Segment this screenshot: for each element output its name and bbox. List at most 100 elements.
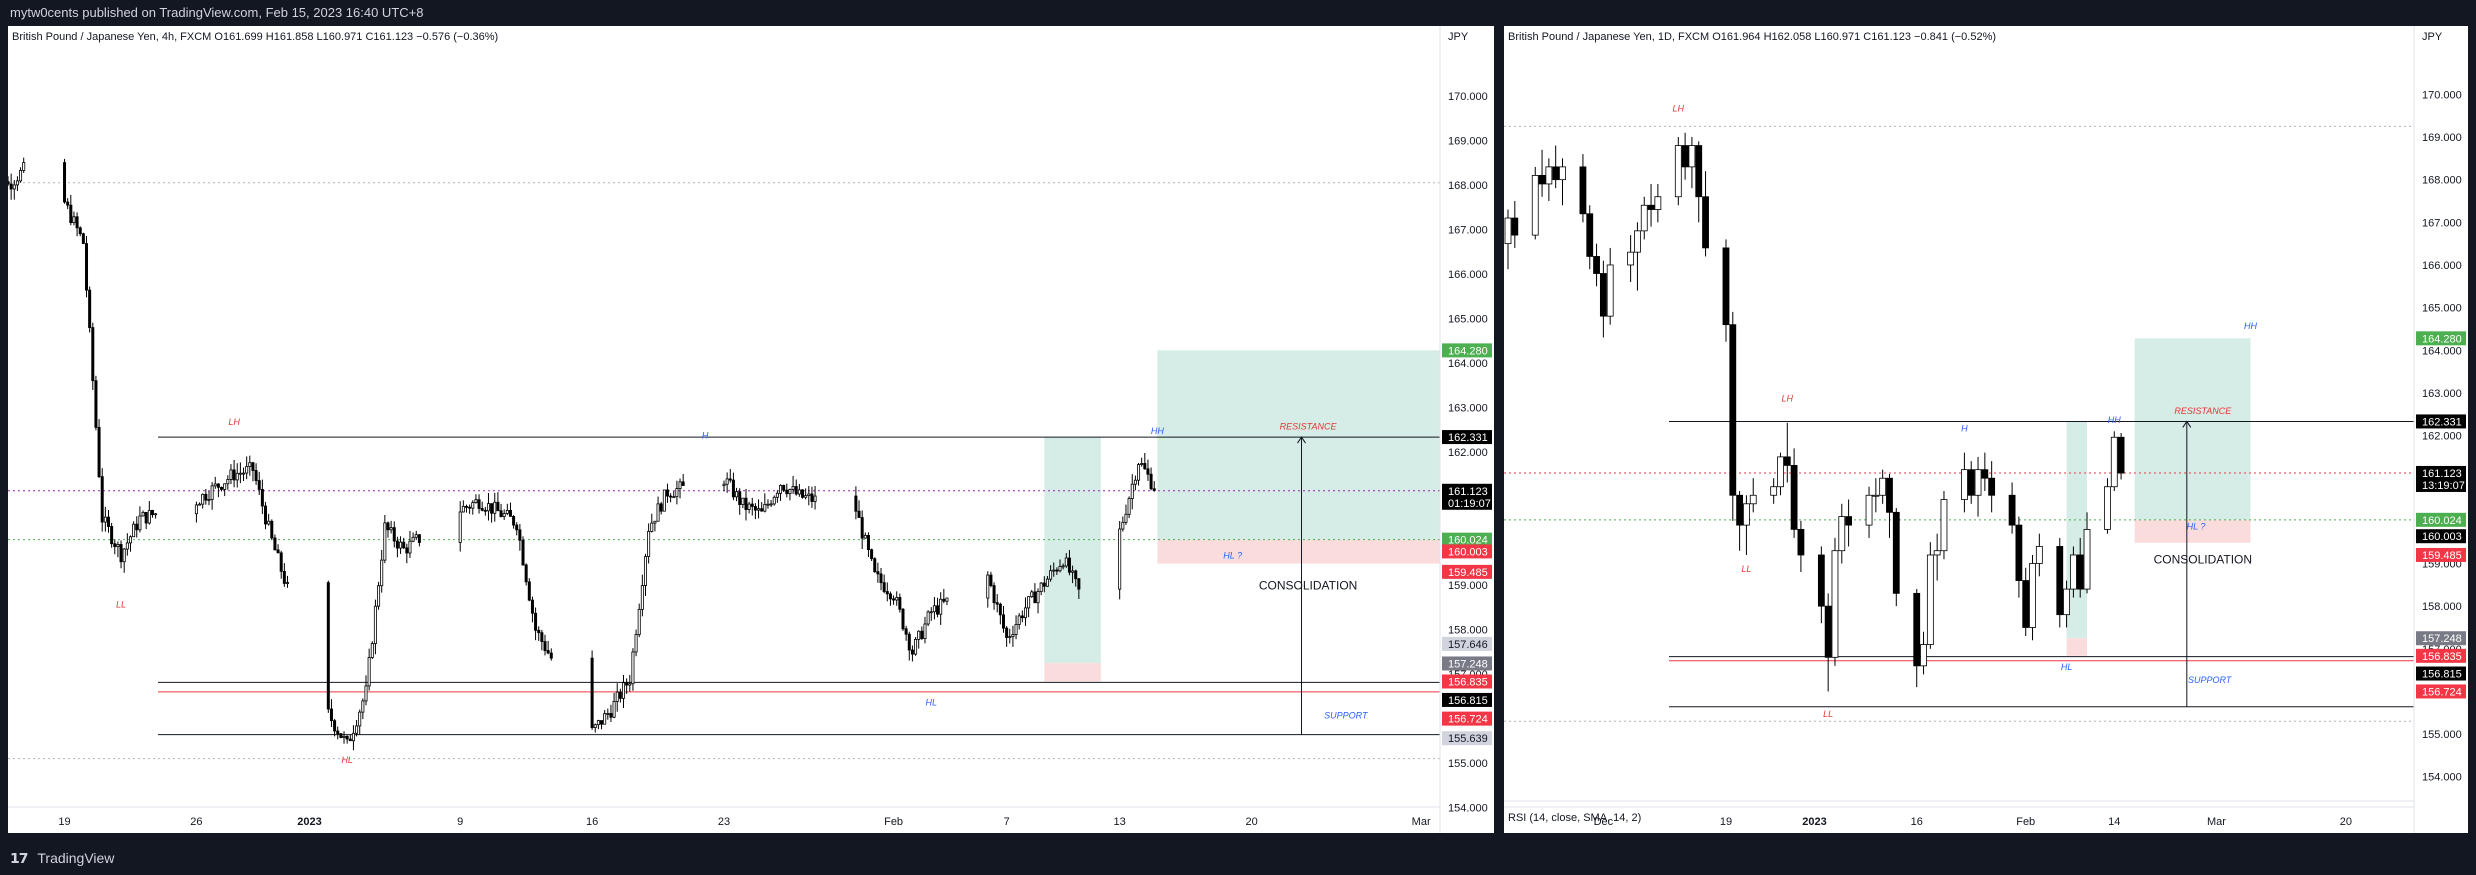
candle-body xyxy=(769,503,773,506)
candle-body xyxy=(72,216,76,224)
candle-body xyxy=(750,503,754,507)
candle-body xyxy=(1152,488,1156,491)
candle-body xyxy=(659,503,663,512)
candle-body xyxy=(194,504,198,515)
y-tick-label: 166.000 xyxy=(2422,260,2462,272)
chart-title: British Pound / Japanese Yen, 4h, FXCM O… xyxy=(12,31,498,43)
candle-body xyxy=(8,181,10,185)
candle-body xyxy=(1071,570,1075,573)
price-label: 159.485 xyxy=(2422,550,2462,562)
candle-body xyxy=(882,582,886,592)
candle-body xyxy=(634,634,638,653)
candle-body xyxy=(942,598,946,602)
candle-body xyxy=(534,612,538,631)
y-tick-label: 167.000 xyxy=(2422,217,2462,229)
x-tick-label: 20 xyxy=(1245,816,1257,828)
candle-body xyxy=(1052,569,1056,572)
candle-body xyxy=(285,582,289,584)
stop-zone xyxy=(1157,539,1478,564)
tradingview-logo-icon[interactable]: 𝟭𝟳 xyxy=(10,850,29,866)
candle-body xyxy=(1130,483,1134,499)
candle-body xyxy=(1504,217,1512,245)
candle-body xyxy=(154,513,158,516)
candle-body xyxy=(653,520,657,524)
candle-body xyxy=(282,570,286,584)
price-label: 160.024 xyxy=(2422,515,2462,527)
price-label: 157.646 xyxy=(1448,639,1488,651)
candle-body xyxy=(923,623,927,640)
candle-body xyxy=(1702,196,1709,249)
candle-body xyxy=(1511,217,1519,236)
candle-body xyxy=(807,493,811,497)
candle-body xyxy=(1545,166,1553,185)
price-label: 160.003 xyxy=(1448,546,1488,558)
candle-body xyxy=(512,516,516,526)
candle-body xyxy=(226,479,230,485)
annotation-label: HH xyxy=(2244,321,2257,331)
candle-body xyxy=(546,650,550,654)
annotation-label: LH xyxy=(1782,393,1794,403)
price-label: 156.835 xyxy=(1448,676,1488,688)
price-label-bg xyxy=(2416,547,2466,562)
candle-body xyxy=(1020,615,1024,619)
candle-body xyxy=(615,691,619,702)
candle-body xyxy=(540,632,544,642)
candle-body xyxy=(1058,565,1062,572)
candle-body xyxy=(650,522,654,532)
footer-bar: 𝟭𝟳 TradingView xyxy=(0,841,2476,875)
candle-body xyxy=(1133,479,1137,485)
candle-body xyxy=(791,486,795,490)
candle-body xyxy=(1783,456,1791,466)
candle-body xyxy=(135,523,139,531)
price-label: 155.639 xyxy=(1448,733,1488,745)
candle-body xyxy=(9,183,13,190)
candle-body xyxy=(1124,513,1128,523)
candle-body xyxy=(637,608,641,635)
annotation-label: LH xyxy=(1673,103,1685,113)
annotation-label: H xyxy=(1961,423,1968,433)
x-tick-label: Mar xyxy=(1412,816,1431,828)
candle-body xyxy=(549,652,553,659)
candle-body xyxy=(1933,550,1941,556)
candle-body xyxy=(1014,624,1018,635)
candle-body xyxy=(63,162,67,203)
candle-body xyxy=(1974,469,1982,496)
candle-body xyxy=(477,499,481,509)
candle-body xyxy=(1913,592,1921,667)
candle-body xyxy=(779,485,783,494)
y-tick-label: 164.000 xyxy=(2422,345,2462,357)
candle-body xyxy=(1722,247,1730,326)
candle-body xyxy=(238,472,242,475)
candle-body xyxy=(85,243,89,291)
candle-body xyxy=(480,508,484,511)
candle-body xyxy=(370,643,374,658)
candle-body xyxy=(1940,499,1948,552)
currency-label: JPY xyxy=(2422,31,2443,43)
candle-body xyxy=(1049,570,1053,580)
candle-body xyxy=(367,657,371,687)
candle-body xyxy=(502,513,506,518)
price-label-bg xyxy=(2416,648,2466,663)
candle-body xyxy=(992,585,996,604)
candle-body xyxy=(640,585,644,610)
candle-body xyxy=(2110,436,2118,488)
candle-body xyxy=(530,599,534,614)
candle-body xyxy=(2015,524,2023,581)
candle-body xyxy=(1865,494,1873,526)
chart-panel-1d[interactable]: LH LH LL H HH HH RESISTANCE HL ? CONSOLIDATION SU… xyxy=(1504,26,2468,833)
candle-body xyxy=(204,493,208,501)
candle-body xyxy=(2069,554,2077,590)
x-tick-label: 7 xyxy=(1004,816,1010,828)
candle-body xyxy=(543,641,547,651)
candle-body xyxy=(766,503,770,506)
annotation-label: RESISTANCE xyxy=(1280,422,1338,432)
candle-body xyxy=(995,602,999,605)
tradingview-brand[interactable]: TradingView xyxy=(37,850,115,866)
candle-body xyxy=(1674,145,1682,198)
x-tick-label: 20 xyxy=(2340,816,2352,828)
candle-body xyxy=(1879,477,1887,496)
candle-body xyxy=(625,682,629,686)
